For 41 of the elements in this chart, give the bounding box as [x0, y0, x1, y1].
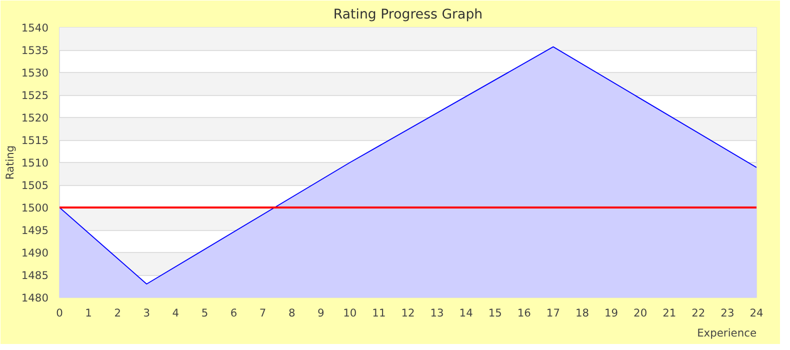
- x-tick-label: 9: [317, 306, 324, 320]
- x-tick-label: 3: [143, 306, 150, 320]
- x-tick-label: 14: [459, 306, 474, 320]
- y-tick-label: 1525: [21, 89, 49, 102]
- x-tick-label: 1: [85, 306, 92, 320]
- y-tick-label: 1535: [21, 44, 49, 57]
- y-tick-label: 1530: [21, 66, 49, 80]
- x-tick-label: 8: [288, 306, 296, 320]
- x-tick-label: 6: [230, 306, 238, 320]
- x-tick-label: 0: [56, 306, 64, 320]
- y-tick-label: 1485: [21, 269, 49, 282]
- x-tick-label: 4: [172, 306, 180, 320]
- x-tick-label: 7: [259, 306, 266, 320]
- y-tick-label: 1490: [21, 246, 49, 260]
- chart-title: Rating Progress Graph: [333, 8, 483, 22]
- x-tick-label: 15: [488, 306, 502, 320]
- x-tick-label: 16: [517, 306, 532, 320]
- x-tick-label: 21: [662, 306, 676, 320]
- y-tick-label: 1520: [21, 112, 49, 124]
- x-axis-title: Experience: [697, 326, 757, 340]
- x-tick-label: 5: [201, 306, 208, 320]
- y-tick-label: 1500: [21, 202, 49, 214]
- x-tick-label: 24: [750, 306, 764, 320]
- x-tick-label: 2: [114, 306, 121, 320]
- x-tick-label: 22: [692, 306, 706, 320]
- x-tick-label: 12: [401, 306, 415, 320]
- y-tick-label: 1505: [21, 179, 49, 192]
- y-tick-label: 1480: [21, 292, 49, 304]
- x-tick-label: 11: [372, 306, 386, 320]
- x-tick-label: 17: [546, 306, 560, 320]
- y-tick-label: 1540: [21, 22, 49, 34]
- x-tick-label: 19: [604, 306, 618, 320]
- y-tick-label: 1515: [21, 134, 49, 147]
- y-tick-label: 1495: [21, 224, 49, 237]
- y-tick-label: 1510: [21, 156, 49, 170]
- x-tick-label: 13: [430, 306, 444, 320]
- x-tick-label: 23: [720, 306, 734, 320]
- x-tick-label: 18: [575, 306, 590, 320]
- y-axis-title: Rating: [3, 145, 16, 180]
- x-tick-label: 20: [634, 306, 648, 320]
- x-tick-label: 10: [343, 306, 357, 320]
